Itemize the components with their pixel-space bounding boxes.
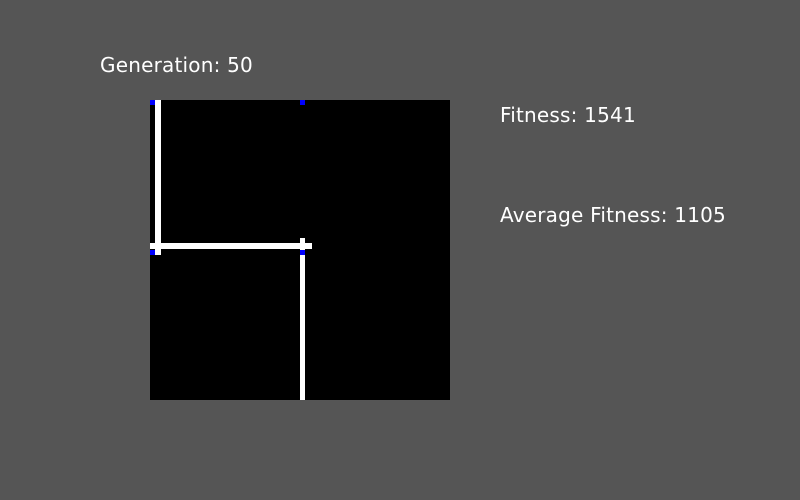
maze-board <box>150 100 450 400</box>
generation-value: 50 <box>227 53 253 77</box>
average-fitness-label-text: Average Fitness: <box>500 203 668 227</box>
generation-label-text: Generation: <box>100 53 221 77</box>
wall-left-vertical <box>155 100 161 255</box>
node-marker-mid-left <box>150 250 155 255</box>
node-marker-top-mid <box>300 100 305 105</box>
wall-bottom-vertical <box>300 249 305 400</box>
node-marker-top-left <box>150 100 155 105</box>
fitness-label-text: Fitness: <box>500 103 578 127</box>
average-fitness-value: 1105 <box>674 203 726 227</box>
wall-middle-horizontal <box>150 243 312 249</box>
node-marker-center <box>300 250 305 255</box>
generation-readout: Generation: 50 <box>100 53 253 77</box>
fitness-value: 1541 <box>584 103 636 127</box>
average-fitness-readout: Average Fitness: 1105 <box>500 203 726 227</box>
wall-tick-up <box>300 238 305 244</box>
fitness-readout: Fitness: 1541 <box>500 103 636 127</box>
